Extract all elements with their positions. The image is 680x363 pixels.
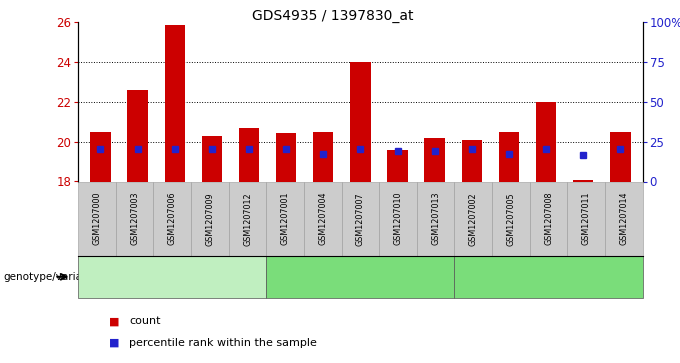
Text: GSM1207013: GSM1207013 [431, 192, 440, 245]
Text: GSM1207001: GSM1207001 [281, 192, 290, 245]
Bar [424, 138, 445, 182]
Text: GSM1207010: GSM1207010 [394, 192, 403, 245]
Bar [313, 132, 333, 182]
Text: GSM1207002: GSM1207002 [469, 192, 478, 245]
Text: percentile rank within the sample: percentile rank within the sample [129, 338, 317, 348]
Bar [239, 128, 259, 182]
Text: GDS4935 / 1397830_at: GDS4935 / 1397830_at [252, 9, 414, 23]
Text: GSM1207004: GSM1207004 [318, 192, 327, 245]
Bar [610, 132, 630, 182]
Text: genotype/variation: genotype/variation [3, 272, 103, 282]
Text: GSM1207014: GSM1207014 [619, 192, 628, 245]
Bar [350, 62, 371, 182]
Text: GSM1207005: GSM1207005 [507, 192, 515, 245]
Text: Pdx-1 overexpression: Pdx-1 overexpression [489, 272, 609, 282]
Text: GSM1207008: GSM1207008 [544, 192, 553, 245]
Bar [573, 180, 594, 182]
Bar [90, 132, 111, 182]
Bar [536, 102, 556, 182]
Text: GSM1207006: GSM1207006 [168, 192, 177, 245]
Bar [127, 90, 148, 182]
Text: count: count [129, 316, 160, 326]
Bar [498, 132, 519, 182]
Text: GSM1207000: GSM1207000 [92, 192, 101, 245]
Bar [276, 132, 296, 182]
Text: ■: ■ [109, 316, 119, 326]
Text: untreated: untreated [145, 272, 200, 282]
Bar [165, 25, 185, 182]
Text: GSM1207011: GSM1207011 [581, 192, 591, 245]
Bar [388, 150, 408, 182]
Text: β-gal overexpression: β-gal overexpression [303, 272, 418, 282]
Text: GSM1207003: GSM1207003 [130, 192, 139, 245]
Text: ■: ■ [109, 338, 119, 348]
Text: GSM1207012: GSM1207012 [243, 192, 252, 245]
Bar [202, 135, 222, 182]
Bar [462, 139, 482, 182]
Text: GSM1207009: GSM1207009 [205, 192, 214, 245]
Text: GSM1207007: GSM1207007 [356, 192, 365, 245]
